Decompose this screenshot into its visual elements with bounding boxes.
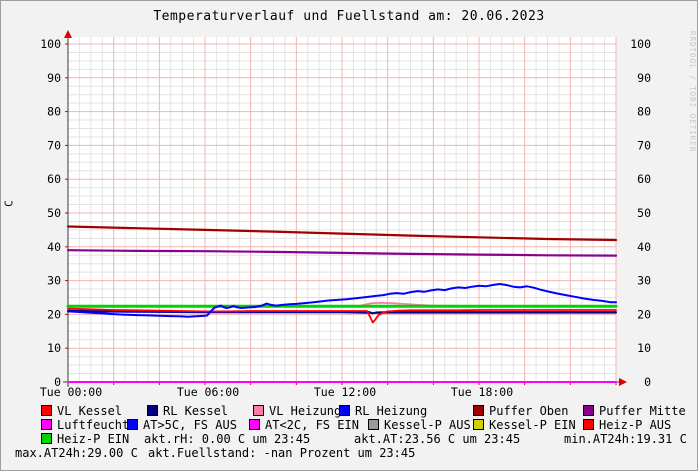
svg-text:40: 40	[47, 240, 61, 254]
svg-text:0: 0	[54, 375, 61, 389]
svg-text:60: 60	[637, 172, 651, 186]
legend-item-luftfeuchte: Luftfeuchte	[41, 419, 136, 432]
svg-text:100: 100	[630, 37, 651, 51]
at-lt2c-swatch	[249, 419, 260, 430]
legend-item-heiz-p-ein: Heiz-P EIN	[41, 433, 129, 446]
legend-item-vl-heizung: VL Heizung	[253, 405, 341, 418]
heiz-p-aus-swatch	[583, 419, 594, 430]
legend-item-puffer-mitte: Puffer Mitte	[583, 405, 686, 418]
legend-item-heiz-p-aus: Heiz-P AUS	[583, 419, 671, 432]
kessel-p-aus-swatch	[368, 419, 379, 430]
legend-text-akt-fuellstand: akt.Fuellstand: -nan Prozent um 23:45	[148, 446, 416, 460]
puffer-oben-swatch	[473, 405, 484, 416]
chart-title: Temperaturverlauf und Fuellstand am: 20.…	[153, 9, 545, 24]
svg-text:70: 70	[47, 138, 61, 152]
vl-heizung-swatch	[253, 405, 264, 416]
kessel-p-ein-swatch	[473, 419, 484, 430]
svg-text:Tue 00:00: Tue 00:00	[40, 385, 102, 399]
legend-item-rl-kessel: RL Kessel	[147, 405, 228, 418]
rl-kessel-swatch	[147, 405, 158, 416]
svg-text:80: 80	[47, 105, 61, 119]
at-gt5c-swatch	[127, 419, 138, 430]
svg-text:20: 20	[637, 307, 651, 321]
svg-text:Tue 06:00: Tue 06:00	[177, 385, 239, 399]
svg-text:0: 0	[644, 375, 651, 389]
heiz-p-ein-swatch	[41, 433, 52, 444]
legend-text-max-at24h: max.AT24h:29.00 C	[15, 446, 138, 460]
svg-text:90: 90	[637, 71, 651, 85]
chart-legend: VL Kessel RL Kessel VL Heizung RL Heizun…	[1, 403, 697, 469]
svg-text:30: 30	[47, 274, 61, 288]
svg-text:60: 60	[47, 172, 61, 186]
legend-item-rl-heizung: RL Heizung	[339, 405, 427, 418]
svg-text:90: 90	[47, 71, 61, 85]
vl-kessel-swatch	[41, 405, 52, 416]
legend-item-kessel-p-ein: Kessel-P EIN	[473, 419, 576, 432]
rrdtool-watermark: RRDTOOL / TOBI OETIKER	[688, 31, 697, 152]
svg-text:Tue 18:00: Tue 18:00	[451, 385, 513, 399]
puffer-mitte-swatch	[583, 405, 594, 416]
svg-text:10: 10	[637, 341, 651, 355]
legend-text-akt-rh: akt.rH: 0.00 C um 23:45	[144, 432, 311, 446]
svg-text:70: 70	[637, 138, 651, 152]
svg-text:10: 10	[47, 341, 61, 355]
svg-text:50: 50	[47, 206, 61, 220]
svg-text:80: 80	[637, 105, 651, 119]
legend-item-at-lt2c: AT<2C, FS EIN	[249, 419, 359, 432]
legend-item-puffer-oben: Puffer Oben	[473, 405, 568, 418]
svg-text:20: 20	[47, 307, 61, 321]
svg-text:Tue 12:00: Tue 12:00	[314, 385, 376, 399]
svg-text:40: 40	[637, 240, 651, 254]
svg-text:30: 30	[637, 274, 651, 288]
svg-text:100: 100	[40, 37, 61, 51]
legend-text-akt-at: akt.AT:23.56 C um 23:45	[354, 432, 521, 446]
luftfeuchte-swatch	[41, 419, 52, 430]
legend-item-kessel-p-aus: Kessel-P AUS	[368, 419, 471, 432]
legend-text-min-at24h: min.AT24h:19.31 C	[564, 432, 687, 446]
legend-item-at-gt5c: AT>5C, FS AUS	[127, 419, 237, 432]
rl-heizung-swatch	[339, 405, 350, 416]
legend-item-vl-kessel: VL Kessel	[41, 405, 122, 418]
svg-text:50: 50	[637, 206, 651, 220]
